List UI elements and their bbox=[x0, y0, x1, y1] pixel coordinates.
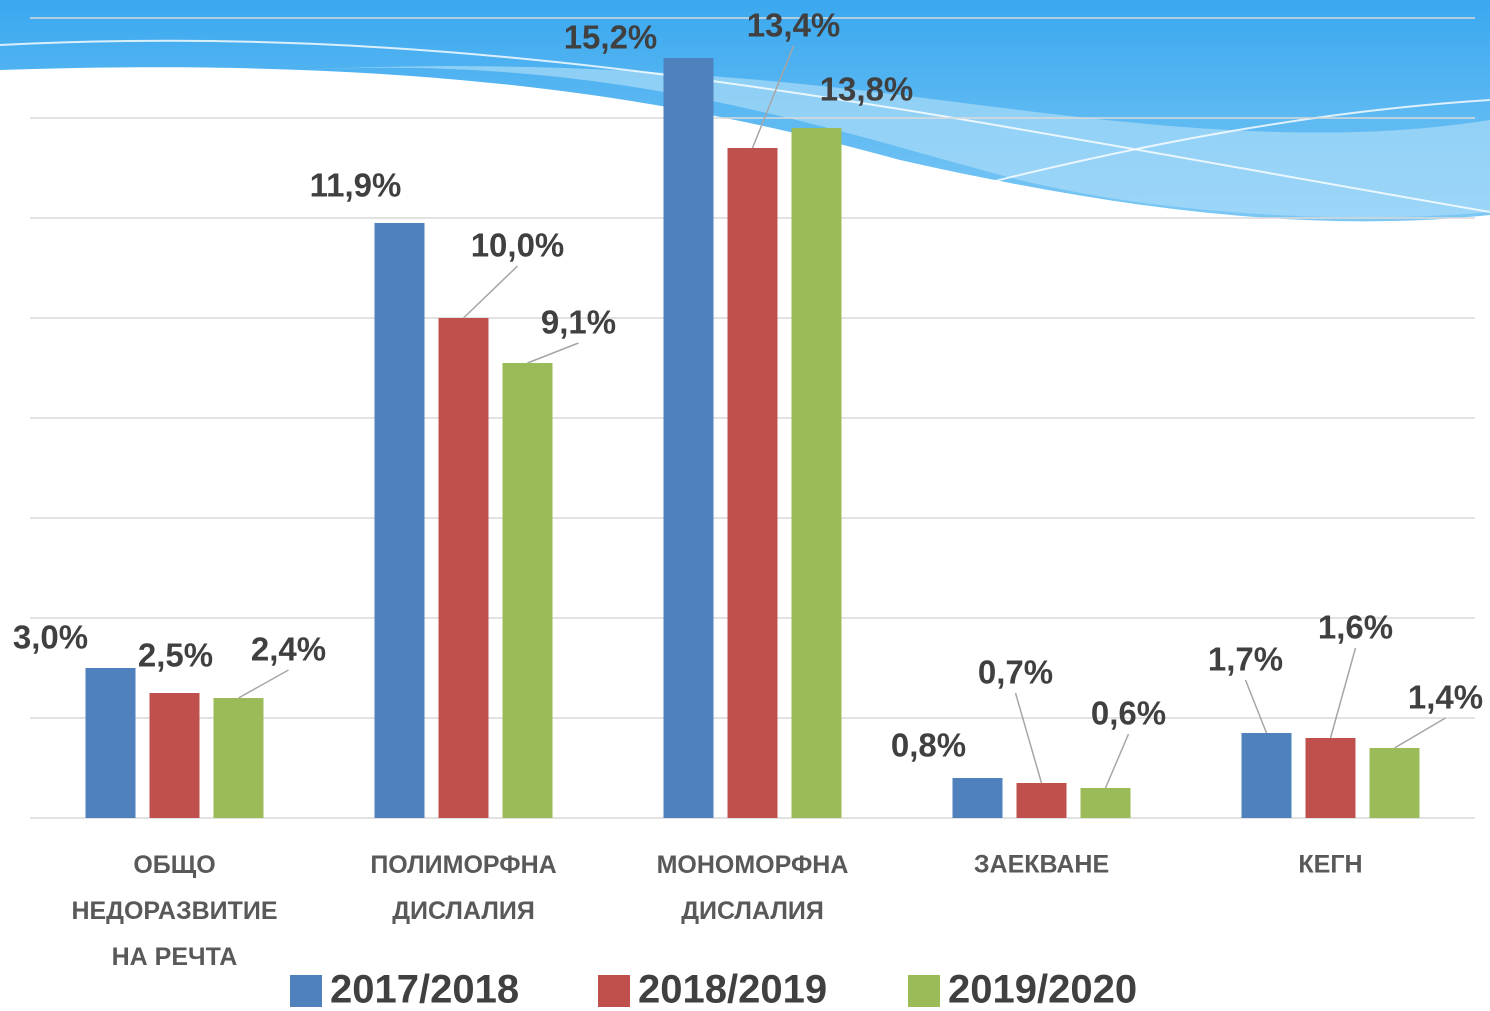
data-label: 2,4% bbox=[251, 631, 326, 668]
legend-label: 2019/2020 bbox=[948, 968, 1137, 1011]
bar bbox=[1305, 738, 1356, 818]
leader-line bbox=[1244, 679, 1268, 734]
leader-line bbox=[527, 342, 579, 364]
leader-line bbox=[462, 265, 519, 319]
bar bbox=[952, 778, 1003, 818]
bar bbox=[1241, 733, 1292, 818]
data-label: 10,0% bbox=[471, 227, 565, 264]
x-tick-label: МОНОМОРФНА ДИСЛАЛИЯ bbox=[657, 851, 849, 925]
data-label: 0,7% bbox=[978, 654, 1053, 691]
bar bbox=[663, 58, 714, 818]
bar bbox=[1016, 783, 1067, 818]
data-label: 1,4% bbox=[1408, 679, 1483, 716]
bar bbox=[85, 668, 136, 818]
data-label: 2,5% bbox=[138, 637, 213, 674]
data-label: 15,2% bbox=[564, 19, 658, 56]
data-label: 13,4% bbox=[747, 7, 841, 44]
leader-line bbox=[1104, 733, 1130, 789]
legend-label: 2017/2018 bbox=[330, 968, 519, 1011]
x-tick-label: ОБЩО НЕДОРАЗВИТИЕ НА РЕЧТА bbox=[71, 851, 277, 971]
bar bbox=[1080, 788, 1131, 818]
legend-swatch bbox=[908, 975, 940, 1007]
x-tick-label: ЗАЕКВАНЕ bbox=[974, 851, 1109, 879]
data-label: 0,8% bbox=[891, 727, 966, 764]
data-label: 9,1% bbox=[541, 304, 616, 341]
data-label: 3,0% bbox=[13, 619, 88, 656]
legend-swatch bbox=[598, 975, 630, 1007]
bar bbox=[727, 148, 778, 818]
leader-line bbox=[751, 45, 795, 149]
bar bbox=[438, 318, 489, 818]
leader-line bbox=[238, 669, 289, 699]
leader-line bbox=[1329, 647, 1357, 739]
plot-area: ОБЩО НЕДОРАЗВИТИЕ НА РЕЧТА 3,0% 2,5% 2,4% ПОЛИ… bbox=[13, 7, 1483, 1011]
data-label: 1,7% bbox=[1208, 641, 1283, 678]
data-label: 13,8% bbox=[820, 71, 914, 108]
x-tick-label: КЕГН bbox=[1298, 851, 1362, 879]
bar bbox=[374, 223, 425, 818]
bar bbox=[502, 363, 553, 818]
data-label: 0,6% bbox=[1091, 695, 1166, 732]
data-label: 1,6% bbox=[1318, 609, 1393, 646]
leader-line bbox=[1014, 692, 1043, 784]
legend-swatch bbox=[290, 975, 322, 1007]
leader-line bbox=[1394, 717, 1446, 749]
data-label: 11,9% bbox=[310, 167, 402, 204]
bar bbox=[213, 698, 264, 818]
bar bbox=[791, 128, 842, 818]
bar bbox=[1369, 748, 1420, 818]
legend-label: 2018/2019 bbox=[638, 968, 827, 1011]
x-tick-label: ПОЛИМОРФНА ДИСЛАЛИЯ bbox=[370, 851, 556, 925]
bar bbox=[149, 693, 200, 818]
